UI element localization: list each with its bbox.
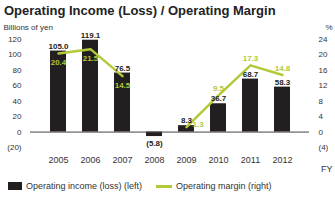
svg-text:2007: 2007 <box>112 155 132 165</box>
svg-text:0: 0 <box>17 128 22 137</box>
svg-text:16: 16 <box>319 66 328 75</box>
svg-text:120: 120 <box>8 35 22 44</box>
html-text:Operating margin (right): Operating margin (right) <box>176 181 272 191</box>
svg-text:%: % <box>325 23 332 32</box>
svg-text:105.0: 105.0 <box>48 42 69 51</box>
svg-text:119.1: 119.1 <box>81 31 101 40</box>
html-text:Operating income (loss) (left): Operating income (loss) (left) <box>26 181 142 191</box>
svg-text:60: 60 <box>13 81 22 90</box>
svg-text:1.3: 1.3 <box>193 120 205 129</box>
svg-text:(5.8): (5.8) <box>146 139 163 148</box>
svg-text:2006: 2006 <box>80 155 100 165</box>
svg-text:17.3: 17.3 <box>243 54 259 63</box>
svg-text:FY: FY <box>321 164 333 174</box>
html-text:Operating Income (Loss) / Oper: Operating Income (Loss) / Operating Marg… <box>4 3 276 18</box>
svg-text:100: 100 <box>8 50 22 59</box>
svg-text:21.5: 21.5 <box>83 54 99 63</box>
svg-text:24: 24 <box>319 35 328 44</box>
svg-text:12: 12 <box>319 81 328 90</box>
svg-text:Billions of yen: Billions of yen <box>4 23 53 32</box>
svg-text:2008: 2008 <box>144 155 164 165</box>
svg-text:20: 20 <box>319 50 328 59</box>
svg-text:76.5: 76.5 <box>115 64 131 73</box>
svg-text:20.4: 20.4 <box>51 58 67 67</box>
svg-text:0: 0 <box>319 128 324 137</box>
svg-text:2011: 2011 <box>241 155 260 165</box>
svg-text:20: 20 <box>13 112 22 121</box>
svg-text:2009: 2009 <box>176 155 196 165</box>
svg-text:2010: 2010 <box>208 155 228 165</box>
svg-text:68.7: 68.7 <box>243 70 259 79</box>
svg-text:(4): (4) <box>319 143 329 152</box>
svg-text:58.3: 58.3 <box>275 78 291 87</box>
svg-text:8.3: 8.3 <box>181 116 193 125</box>
svg-text:2005: 2005 <box>48 155 68 165</box>
svg-text:4: 4 <box>319 112 324 121</box>
svg-text:(20): (20) <box>7 143 22 152</box>
svg-text:14.8: 14.8 <box>275 64 291 73</box>
svg-text:80: 80 <box>13 66 22 75</box>
svg-text:36.7: 36.7 <box>211 94 227 103</box>
svg-text:2012: 2012 <box>272 155 292 165</box>
svg-text:14.5: 14.5 <box>115 81 131 90</box>
svg-text:9.5: 9.5 <box>213 84 225 93</box>
svg-text:8: 8 <box>319 97 324 106</box>
svg-text:40: 40 <box>13 97 22 106</box>
